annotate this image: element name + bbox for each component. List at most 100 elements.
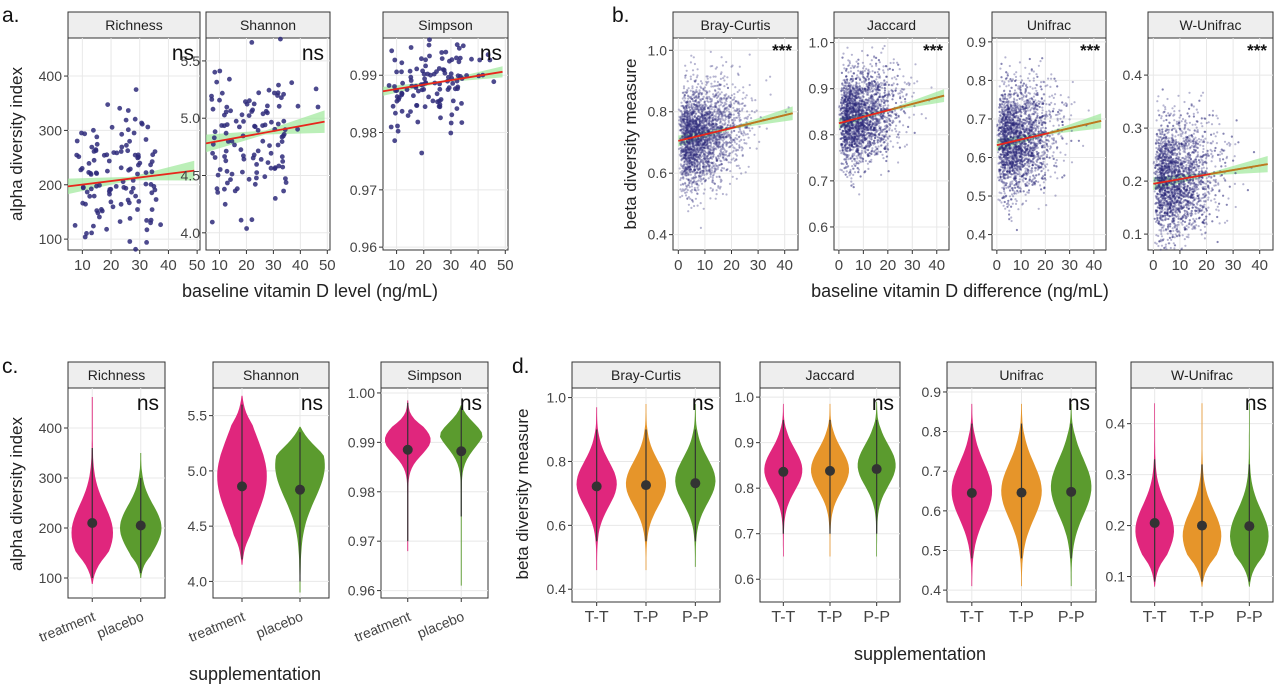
data-point xyxy=(896,61,899,64)
data-point xyxy=(703,108,706,111)
data-point xyxy=(688,141,691,144)
y-tick-label: 4.0 xyxy=(181,225,201,241)
data-point xyxy=(721,64,725,67)
data-point xyxy=(692,119,695,122)
data-point xyxy=(450,98,456,104)
data-point xyxy=(209,93,214,99)
data-point xyxy=(703,100,707,103)
data-point xyxy=(687,178,690,181)
y-tick-label: 5.0 xyxy=(181,110,201,126)
data-point xyxy=(870,86,873,89)
data-point xyxy=(754,99,757,102)
data-point xyxy=(885,155,888,158)
data-point xyxy=(742,134,745,137)
data-point xyxy=(684,64,687,67)
data-point xyxy=(875,130,878,133)
data-point xyxy=(714,135,717,138)
data-point xyxy=(842,84,846,87)
data-point xyxy=(683,160,686,164)
data-point xyxy=(687,97,690,100)
plot-area xyxy=(67,37,201,251)
data-point xyxy=(710,120,713,123)
data-point xyxy=(724,118,727,121)
data-point xyxy=(684,191,687,194)
x-tick-label: 0 xyxy=(835,257,843,274)
data-point xyxy=(228,177,233,183)
data-point xyxy=(748,146,752,150)
data-point xyxy=(729,101,732,104)
data-point xyxy=(706,107,710,110)
data-point xyxy=(395,128,401,134)
data-point xyxy=(210,106,216,112)
data-point xyxy=(698,89,701,92)
data-point xyxy=(713,89,717,92)
data-point xyxy=(730,131,733,134)
data-point xyxy=(437,102,443,107)
data-point xyxy=(683,94,686,97)
data-point xyxy=(895,135,899,139)
data-point xyxy=(687,148,691,151)
data-point xyxy=(694,144,697,147)
data-point xyxy=(732,138,735,141)
data-point xyxy=(889,61,892,65)
data-point xyxy=(715,123,718,126)
data-point xyxy=(685,187,688,190)
data-point xyxy=(708,151,711,154)
data-point xyxy=(910,76,913,79)
data-point xyxy=(272,196,278,201)
x-tick-label: 40 xyxy=(470,257,487,274)
data-point xyxy=(97,214,102,220)
data-point xyxy=(687,131,690,134)
data-point xyxy=(721,105,725,108)
data-point xyxy=(863,131,866,134)
data-point xyxy=(712,93,715,96)
data-point xyxy=(708,150,711,153)
data-point xyxy=(249,217,255,223)
data-point xyxy=(698,91,701,94)
data-point xyxy=(715,127,718,131)
data-point xyxy=(684,97,687,100)
data-point xyxy=(719,145,722,149)
data-point xyxy=(738,116,741,119)
data-point xyxy=(104,226,109,232)
data-point xyxy=(741,102,744,105)
x-tick-label: 40 xyxy=(292,257,309,274)
data-point xyxy=(404,87,410,93)
data-point xyxy=(861,61,865,64)
data-point xyxy=(709,155,713,158)
data-point xyxy=(691,130,694,133)
data-point xyxy=(721,156,724,159)
data-point xyxy=(875,78,878,81)
data-point xyxy=(684,146,687,149)
data-point xyxy=(717,101,720,104)
data-point xyxy=(707,80,710,83)
data-point xyxy=(143,181,149,187)
data-point xyxy=(700,93,703,96)
data-point xyxy=(721,152,724,155)
data-point xyxy=(683,133,687,136)
data-point xyxy=(687,142,690,145)
data-point xyxy=(715,96,719,100)
data-point xyxy=(704,103,707,106)
data-point xyxy=(698,101,701,104)
data-point xyxy=(729,170,732,173)
data-point xyxy=(680,158,683,161)
data-point xyxy=(720,148,723,151)
data-point xyxy=(237,124,242,130)
data-point xyxy=(684,106,688,109)
y-axis-label: beta diversity measure xyxy=(621,58,640,229)
data-point xyxy=(730,118,734,122)
data-point xyxy=(741,154,744,158)
data-point xyxy=(238,147,244,153)
data-point xyxy=(842,52,845,55)
data-point xyxy=(280,159,286,164)
data-point xyxy=(784,110,787,113)
data-point xyxy=(710,136,714,139)
data-point xyxy=(708,135,711,138)
data-point xyxy=(696,106,699,110)
data-point xyxy=(710,124,713,127)
data-point xyxy=(679,177,683,180)
data-point xyxy=(703,146,706,149)
data-point xyxy=(682,183,685,186)
data-point xyxy=(869,63,872,66)
